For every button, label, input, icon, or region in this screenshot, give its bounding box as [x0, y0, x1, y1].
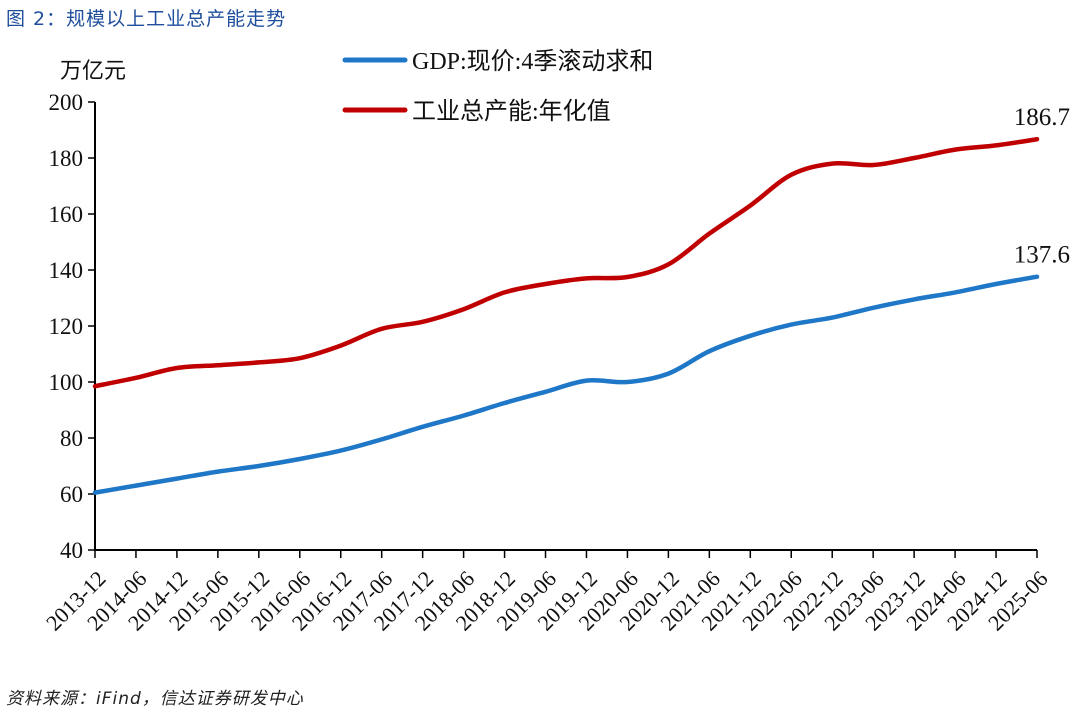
y-tick-label: 80: [60, 426, 83, 451]
series-lines: 137.6 186.7: [92, 104, 1070, 495]
y-tick-label: 200: [49, 90, 84, 115]
axes: 4060801001201401601802002013-122014-0620…: [41, 90, 1053, 635]
end-value-label: 137.6: [1014, 242, 1070, 269]
y-tick-label: 160: [49, 202, 84, 227]
y-tick-label: 120: [49, 314, 84, 339]
source-note: 资料来源：iFind，信达证券研发中心: [6, 689, 304, 709]
y-tick-label: 180: [49, 146, 84, 171]
legend-label: GDP:现价:4季滚动求和: [412, 48, 653, 75]
end-value-label: 186.7: [1014, 104, 1070, 131]
y-tick-label: 60: [60, 482, 83, 507]
y-tick-label: 140: [49, 258, 84, 283]
figure-title: 图 2：规模以上工业总产能走势: [6, 8, 287, 30]
line-chart: 万亿元 4060801001201401601802002013-122014-…: [41, 48, 1070, 635]
legend-label: 工业总产能:年化值: [412, 98, 611, 125]
y-axis-unit: 万亿元: [60, 59, 126, 84]
y-tick-label: 40: [60, 538, 83, 563]
series-line-gdp: [92, 274, 1040, 495]
y-tick-label: 100: [49, 370, 84, 395]
series-line-industrial-capacity: [92, 136, 1040, 389]
